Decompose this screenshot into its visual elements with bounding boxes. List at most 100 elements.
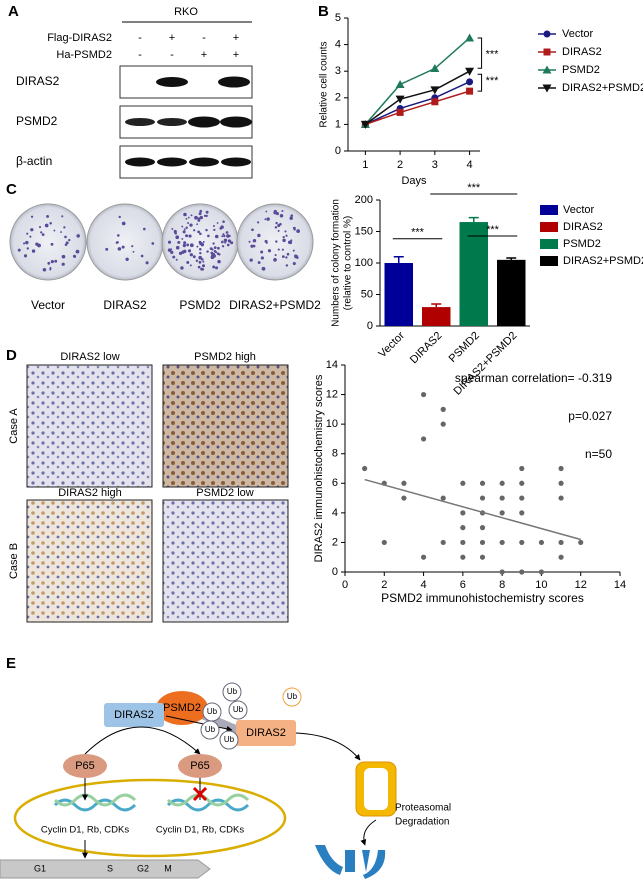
point xyxy=(519,465,525,472)
colony xyxy=(76,234,80,238)
colony xyxy=(205,210,209,214)
x-tick-label: 1 xyxy=(362,159,368,171)
colony xyxy=(207,234,210,238)
colony xyxy=(198,240,202,244)
arrow xyxy=(84,726,201,755)
marker xyxy=(542,65,552,74)
colony xyxy=(170,250,174,254)
colony xyxy=(277,248,280,251)
y-tick-label: 14 xyxy=(326,359,338,371)
point xyxy=(519,495,525,501)
colony xyxy=(275,240,278,243)
band xyxy=(157,118,187,126)
ihc-image xyxy=(26,364,153,488)
marker xyxy=(466,78,474,86)
colony xyxy=(187,249,192,253)
point xyxy=(519,569,525,575)
colony xyxy=(35,242,39,246)
colony xyxy=(171,228,174,230)
colony xyxy=(196,223,199,226)
nucleus xyxy=(13,778,287,858)
colony xyxy=(217,246,220,250)
point xyxy=(460,539,466,546)
y-tick-label: 4 xyxy=(335,39,341,51)
colony xyxy=(194,215,198,220)
colony xyxy=(38,225,42,229)
marker xyxy=(430,64,440,73)
colony xyxy=(117,247,122,251)
point xyxy=(558,465,564,472)
colony xyxy=(178,251,183,256)
colony xyxy=(226,243,230,247)
colony xyxy=(265,210,268,213)
dish-label: PSMD2 xyxy=(179,298,221,312)
dna xyxy=(53,798,137,812)
y-tick-label: 1 xyxy=(335,118,341,130)
bracket xyxy=(477,37,483,69)
blot-label: β-actin xyxy=(16,154,52,168)
marker xyxy=(395,95,405,104)
colony xyxy=(202,241,205,243)
colony xyxy=(199,247,202,251)
point xyxy=(440,421,446,427)
colony xyxy=(189,243,194,248)
colony xyxy=(117,234,120,237)
point xyxy=(479,480,486,486)
error-bar xyxy=(506,257,517,260)
condition-sign: - xyxy=(138,49,142,61)
ihc-image xyxy=(162,364,289,488)
colony xyxy=(212,265,216,269)
legend-label: PSMD2 xyxy=(562,64,600,76)
colony xyxy=(167,240,172,244)
legend-label: DIRAS2+PSMD2 xyxy=(562,82,643,94)
colony xyxy=(284,230,287,233)
legend-label: Vector xyxy=(562,28,594,40)
ihc-label: DIRAS2 low xyxy=(60,351,119,363)
colony xyxy=(26,247,29,250)
colony xyxy=(196,245,199,248)
colony xyxy=(180,266,184,270)
condition-sign: - xyxy=(170,49,174,61)
colony xyxy=(274,226,278,229)
band xyxy=(220,116,252,128)
y-tick-label: 4 xyxy=(332,507,338,519)
y-tick-label: 2 xyxy=(332,536,338,548)
diras2-node xyxy=(104,703,164,727)
colony xyxy=(222,220,225,223)
condition-sign: - xyxy=(202,32,206,44)
colony xyxy=(46,214,50,218)
colony xyxy=(186,261,190,264)
dish xyxy=(9,203,87,281)
legend-label: Vector xyxy=(563,204,595,216)
y-tick-label: 12 xyxy=(326,388,338,400)
ub-label: Ub xyxy=(233,705,244,714)
point xyxy=(558,495,564,501)
colony xyxy=(30,228,34,232)
panel-label: A xyxy=(8,3,19,20)
error-bar xyxy=(431,303,442,308)
colony xyxy=(199,232,202,236)
p65-node xyxy=(63,754,107,778)
colony xyxy=(199,209,203,213)
point xyxy=(499,510,505,516)
colony xyxy=(115,241,119,244)
point xyxy=(381,539,387,546)
arrow xyxy=(165,715,233,732)
condition-sign: + xyxy=(201,49,207,61)
colony xyxy=(118,215,121,219)
colony xyxy=(285,234,288,237)
colony xyxy=(285,256,288,259)
colony xyxy=(224,241,227,244)
legend-label: DIRAS2 xyxy=(562,46,602,58)
marker xyxy=(430,86,440,95)
point xyxy=(420,436,427,442)
dish-label: Vector xyxy=(31,298,65,312)
colony xyxy=(187,216,190,219)
y-tick-label: 200 xyxy=(355,194,373,206)
colony xyxy=(121,245,125,249)
legend-swatch xyxy=(540,256,558,266)
colony xyxy=(198,255,203,260)
band xyxy=(221,157,251,167)
colony xyxy=(203,214,207,217)
colony xyxy=(257,221,260,224)
